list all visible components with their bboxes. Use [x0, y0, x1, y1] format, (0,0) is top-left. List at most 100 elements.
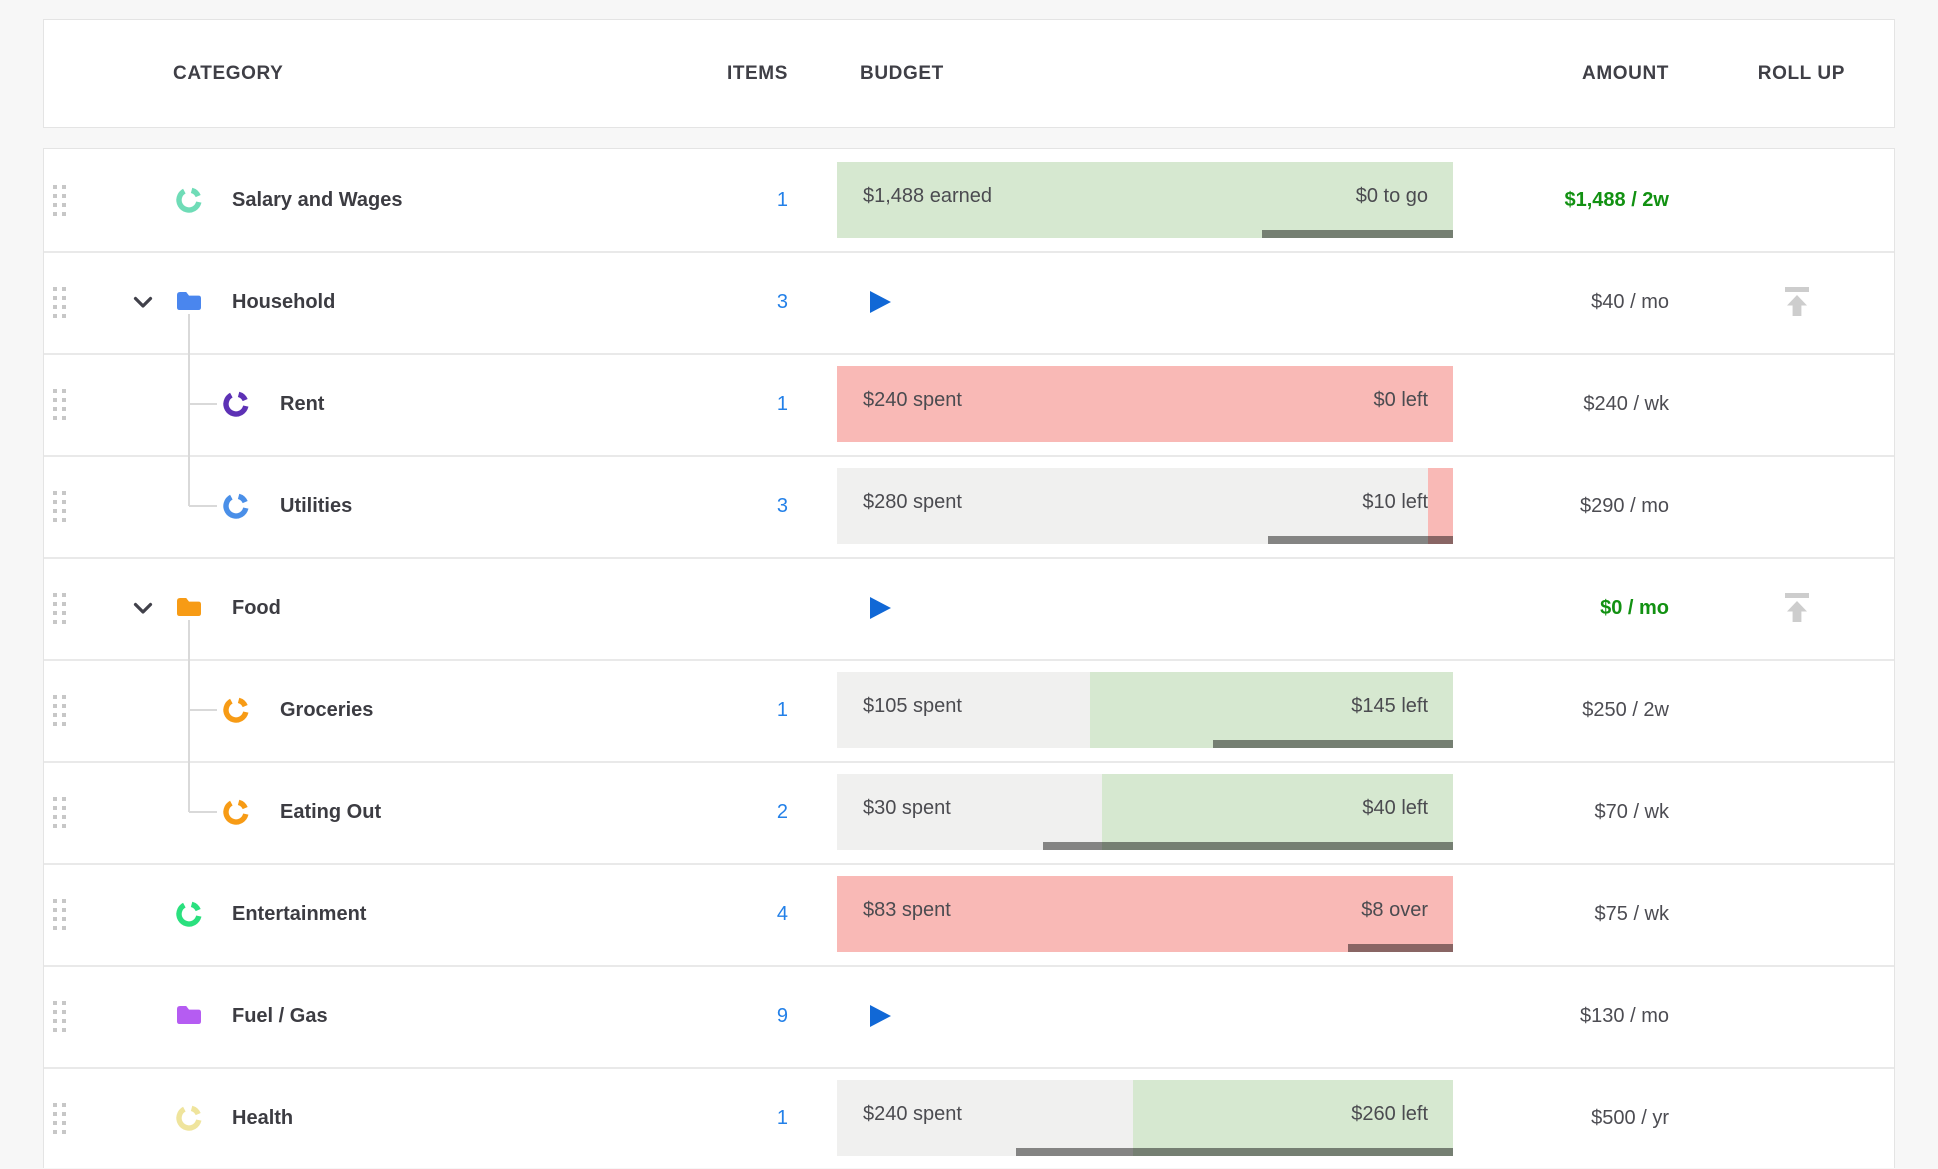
tree-connector-elbow — [189, 505, 217, 507]
budget-progress-bar: $1,488 earned $0 to go — [837, 162, 1453, 238]
row-divider — [44, 557, 1894, 559]
header-budget: BUDGET — [860, 62, 944, 84]
tree-connector-line — [188, 314, 190, 506]
budget-spent-label: $240 spent — [863, 388, 962, 411]
budget-bar-segment — [837, 672, 1090, 748]
tree-connector-elbow — [189, 811, 217, 813]
category-name[interactable]: Entertainment — [232, 902, 367, 925]
category-name[interactable]: Health — [232, 1106, 294, 1129]
items-count[interactable]: 3 — [776, 290, 788, 313]
budget-remaining-label: $0 left — [1373, 388, 1428, 411]
drag-handle[interactable] — [53, 389, 66, 420]
drag-handle[interactable] — [53, 491, 66, 522]
rate-amount: $1,488 / 2w — [1564, 188, 1669, 211]
category-name[interactable]: Salary and Wages — [232, 188, 403, 211]
drag-handle[interactable] — [53, 593, 66, 624]
drag-handle[interactable] — [53, 797, 66, 828]
drag-handle[interactable] — [53, 899, 66, 930]
row-divider — [44, 659, 1894, 661]
rate-amount: $40 / mo — [1591, 290, 1669, 313]
budget-bar-segment — [1101, 774, 1453, 850]
play-button[interactable] — [869, 596, 892, 620]
table-header: CATEGORY ITEMS BUDGET AMOUNT ROLL UP — [43, 19, 1895, 128]
items-count[interactable]: 2 — [776, 800, 788, 823]
items-count[interactable]: 3 — [776, 494, 788, 517]
budget-progress-bar: $105 spent $145 left — [837, 672, 1453, 748]
items-count[interactable]: 1 — [776, 1106, 788, 1129]
category-name[interactable]: Utilities — [280, 494, 353, 517]
row-divider — [44, 965, 1894, 967]
group-folder-icon — [175, 1002, 203, 1030]
budget-spent-label: $105 spent — [863, 694, 962, 717]
period-progress-marker — [1043, 842, 1453, 850]
drag-handle[interactable] — [53, 1001, 66, 1032]
budget-bar-segment — [1089, 672, 1453, 748]
budget-spent-label: $83 spent — [863, 898, 951, 921]
rate-amount: $250 / 2w — [1582, 698, 1669, 721]
period-progress-marker — [1262, 230, 1453, 238]
bucket-ring-icon — [222, 696, 250, 724]
budget-spent-label: $240 spent — [863, 1102, 962, 1125]
budget-spent-label: $1,488 earned — [863, 184, 993, 207]
budget-remaining-label: $10 left — [1362, 490, 1428, 513]
items-count[interactable]: 1 — [776, 392, 788, 415]
chevron-down-icon[interactable] — [133, 602, 153, 615]
rate-amount: $240 / wk — [1583, 392, 1669, 415]
budget-bar-segment — [1132, 1080, 1453, 1156]
category-name[interactable]: Household — [232, 290, 336, 313]
drag-handle[interactable] — [53, 185, 66, 216]
rollup-icon[interactable] — [1784, 593, 1810, 623]
budget-bar-segment — [837, 366, 1453, 442]
bucket-ring-icon — [222, 798, 250, 826]
category-name[interactable]: Groceries — [280, 698, 374, 721]
items-count[interactable]: 4 — [776, 902, 788, 925]
table-row: Groceries 1 $105 spent $145 left $250 / 2… — [44, 659, 1894, 761]
category-name[interactable]: Rent — [280, 392, 325, 415]
budget-progress-bar: $280 spent $10 left — [837, 468, 1453, 544]
budget-remaining-label: $0 to go — [1355, 184, 1428, 207]
header-rollup: ROLL UP — [1757, 62, 1845, 84]
drag-handle[interactable] — [53, 287, 66, 318]
rate-amount: $500 / yr — [1591, 1106, 1669, 1129]
budget-remaining-label: $145 left — [1351, 694, 1428, 717]
items-count[interactable]: 9 — [776, 1004, 788, 1027]
table-row: Salary and Wages 1 $1,488 earned $0 to go… — [44, 149, 1894, 251]
category-name[interactable]: Fuel / Gas — [232, 1004, 328, 1027]
tree-connector-line — [188, 620, 190, 812]
table-row: Eating Out 2 $30 spent $40 left $70 / wk — [44, 761, 1894, 863]
budget-remaining-label: $260 left — [1351, 1102, 1428, 1125]
period-progress-marker — [1015, 1148, 1453, 1156]
play-button[interactable] — [869, 290, 892, 314]
bucket-ring-icon — [175, 900, 203, 928]
budget-spent-label: $280 spent — [863, 490, 962, 513]
budget-progress-bar: $240 spent $0 left — [837, 366, 1453, 442]
budget-spent-label: $30 spent — [863, 796, 951, 819]
chevron-down-icon[interactable] — [133, 296, 153, 309]
items-count[interactable]: 1 — [776, 188, 788, 211]
budget-bar-segment — [837, 1080, 1133, 1156]
tree-connector-elbow — [189, 403, 217, 405]
row-divider — [44, 353, 1894, 355]
drag-handle[interactable] — [53, 1103, 66, 1134]
table-row: Household 3 $40 / mo — [44, 251, 1894, 353]
rollup-icon[interactable] — [1784, 287, 1810, 317]
rate-amount: $0 / mo — [1600, 596, 1669, 619]
header-items: ITEMS — [726, 62, 788, 84]
bucket-ring-icon — [175, 1104, 203, 1132]
items-count[interactable]: 1 — [776, 698, 788, 721]
header-category: CATEGORY — [173, 62, 284, 84]
category-name[interactable]: Food — [232, 596, 281, 619]
budget-table: Salary and Wages 1 $1,488 earned $0 to go… — [43, 148, 1895, 1168]
drag-handle[interactable] — [53, 695, 66, 726]
play-button[interactable] — [869, 1004, 892, 1028]
table-row: Entertainment 4 $83 spent $8 over $75 / w… — [44, 863, 1894, 965]
table-row: Rent 1 $240 spent $0 left $240 / wk — [44, 353, 1894, 455]
row-divider — [44, 455, 1894, 457]
category-name[interactable]: Eating Out — [280, 800, 382, 823]
row-divider — [44, 761, 1894, 763]
table-row: Food $0 / mo — [44, 557, 1894, 659]
group-folder-icon — [175, 594, 203, 622]
budget-bar-segment — [837, 876, 1453, 952]
header-amount: AMOUNT — [1582, 62, 1669, 84]
rate-amount: $130 / mo — [1580, 1004, 1669, 1027]
